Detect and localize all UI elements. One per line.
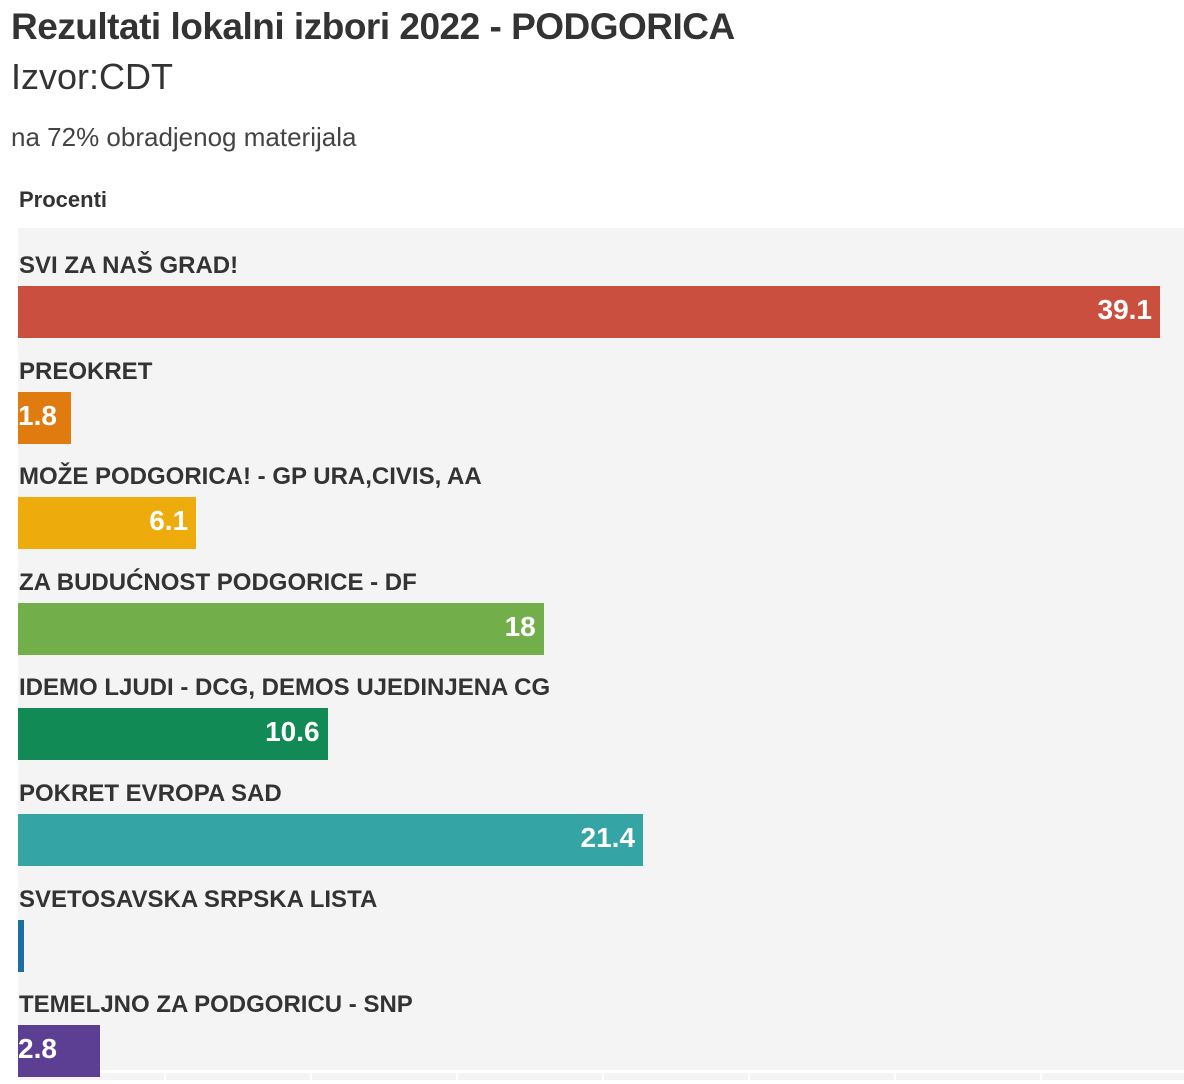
bar: 39.1 [18, 286, 1160, 338]
chart-title: Rezultati lokalni izbori 2022 - PODGORIC… [11, 6, 735, 47]
category-label: SVI ZA NAŠ GRAD! [19, 252, 239, 279]
bar-row: PREOKRET 1.8 [18, 346, 1184, 451]
bar [18, 919, 24, 972]
data-label: 21.4 [580, 822, 636, 853]
grid-tick [456, 1072, 459, 1080]
data-label: 1.8 [18, 399, 57, 431]
bar-row: SVETOSAVSKA SRPSKA LISTA [18, 874, 1184, 979]
category-label: TEMELJNO ZA PODGORICU - SNP [19, 991, 413, 1019]
data-label: 39.1 [1097, 294, 1153, 325]
grid-tick [748, 1072, 751, 1080]
category-label: ZA BUDUĆNOST PODGORICE - DF [19, 568, 417, 596]
data-label: 2.8 [18, 1033, 57, 1065]
bar: 10.6 [18, 708, 328, 761]
chart-source: Izvor:CDT [11, 56, 173, 97]
grid-tick [1040, 1072, 1043, 1080]
category-label: IDEMO LJUDI - DCG, DEMOS UJEDINJENA CG [19, 674, 551, 702]
bar-row: POKRET EVROPA SAD 21.4 [18, 768, 1184, 873]
bar-row: SVI ZA NAŠ GRAD! 39.1 [18, 240, 1184, 345]
bar: 2.8 [18, 1025, 100, 1078]
bar-row: ZA BUDUĆNOST PODGORICE - DF 18 [18, 557, 1184, 662]
category-label: SVETOSAVSKA SRPSKA LISTA [19, 885, 378, 913]
bar-row: TEMELJNO ZA PODGORICU - SNP 2.8 [18, 979, 1184, 1084]
plot-area: SVI ZA NAŠ GRAD! 39.1 PREOKRET 1.8 MOŽE PODG… [18, 228, 1184, 1080]
axis-label: Procenti [19, 187, 108, 212]
bar: 1.8 [18, 391, 71, 444]
category-label: PREOKRET [19, 357, 153, 385]
category-label: POKRET EVROPA SAD [19, 780, 282, 807]
grid-tick [310, 1072, 313, 1080]
chart-description: na 72% obradjenog materijala [11, 122, 357, 152]
data-label: 6.1 [149, 505, 189, 537]
bar-row: MOŽE PODGORICA! - GP URA,CIVIS, AA 6.1 [18, 451, 1184, 556]
grid-tick [894, 1072, 897, 1080]
grid-tick [164, 1072, 167, 1080]
axis-baseline [18, 1070, 1184, 1073]
bar: 21.4 [18, 814, 644, 866]
category-label: MOŽE PODGORICA! - GP URA,CIVIS, AA [19, 463, 482, 491]
bar-row: IDEMO LJUDI - DCG, DEMOS UJEDINJENA CG 10… [18, 662, 1184, 767]
bar: 18 [18, 602, 544, 655]
bar: 6.1 [18, 497, 197, 550]
data-label: 18 [504, 610, 536, 642]
data-label: 10.6 [265, 716, 320, 748]
grid-tick [602, 1072, 605, 1080]
